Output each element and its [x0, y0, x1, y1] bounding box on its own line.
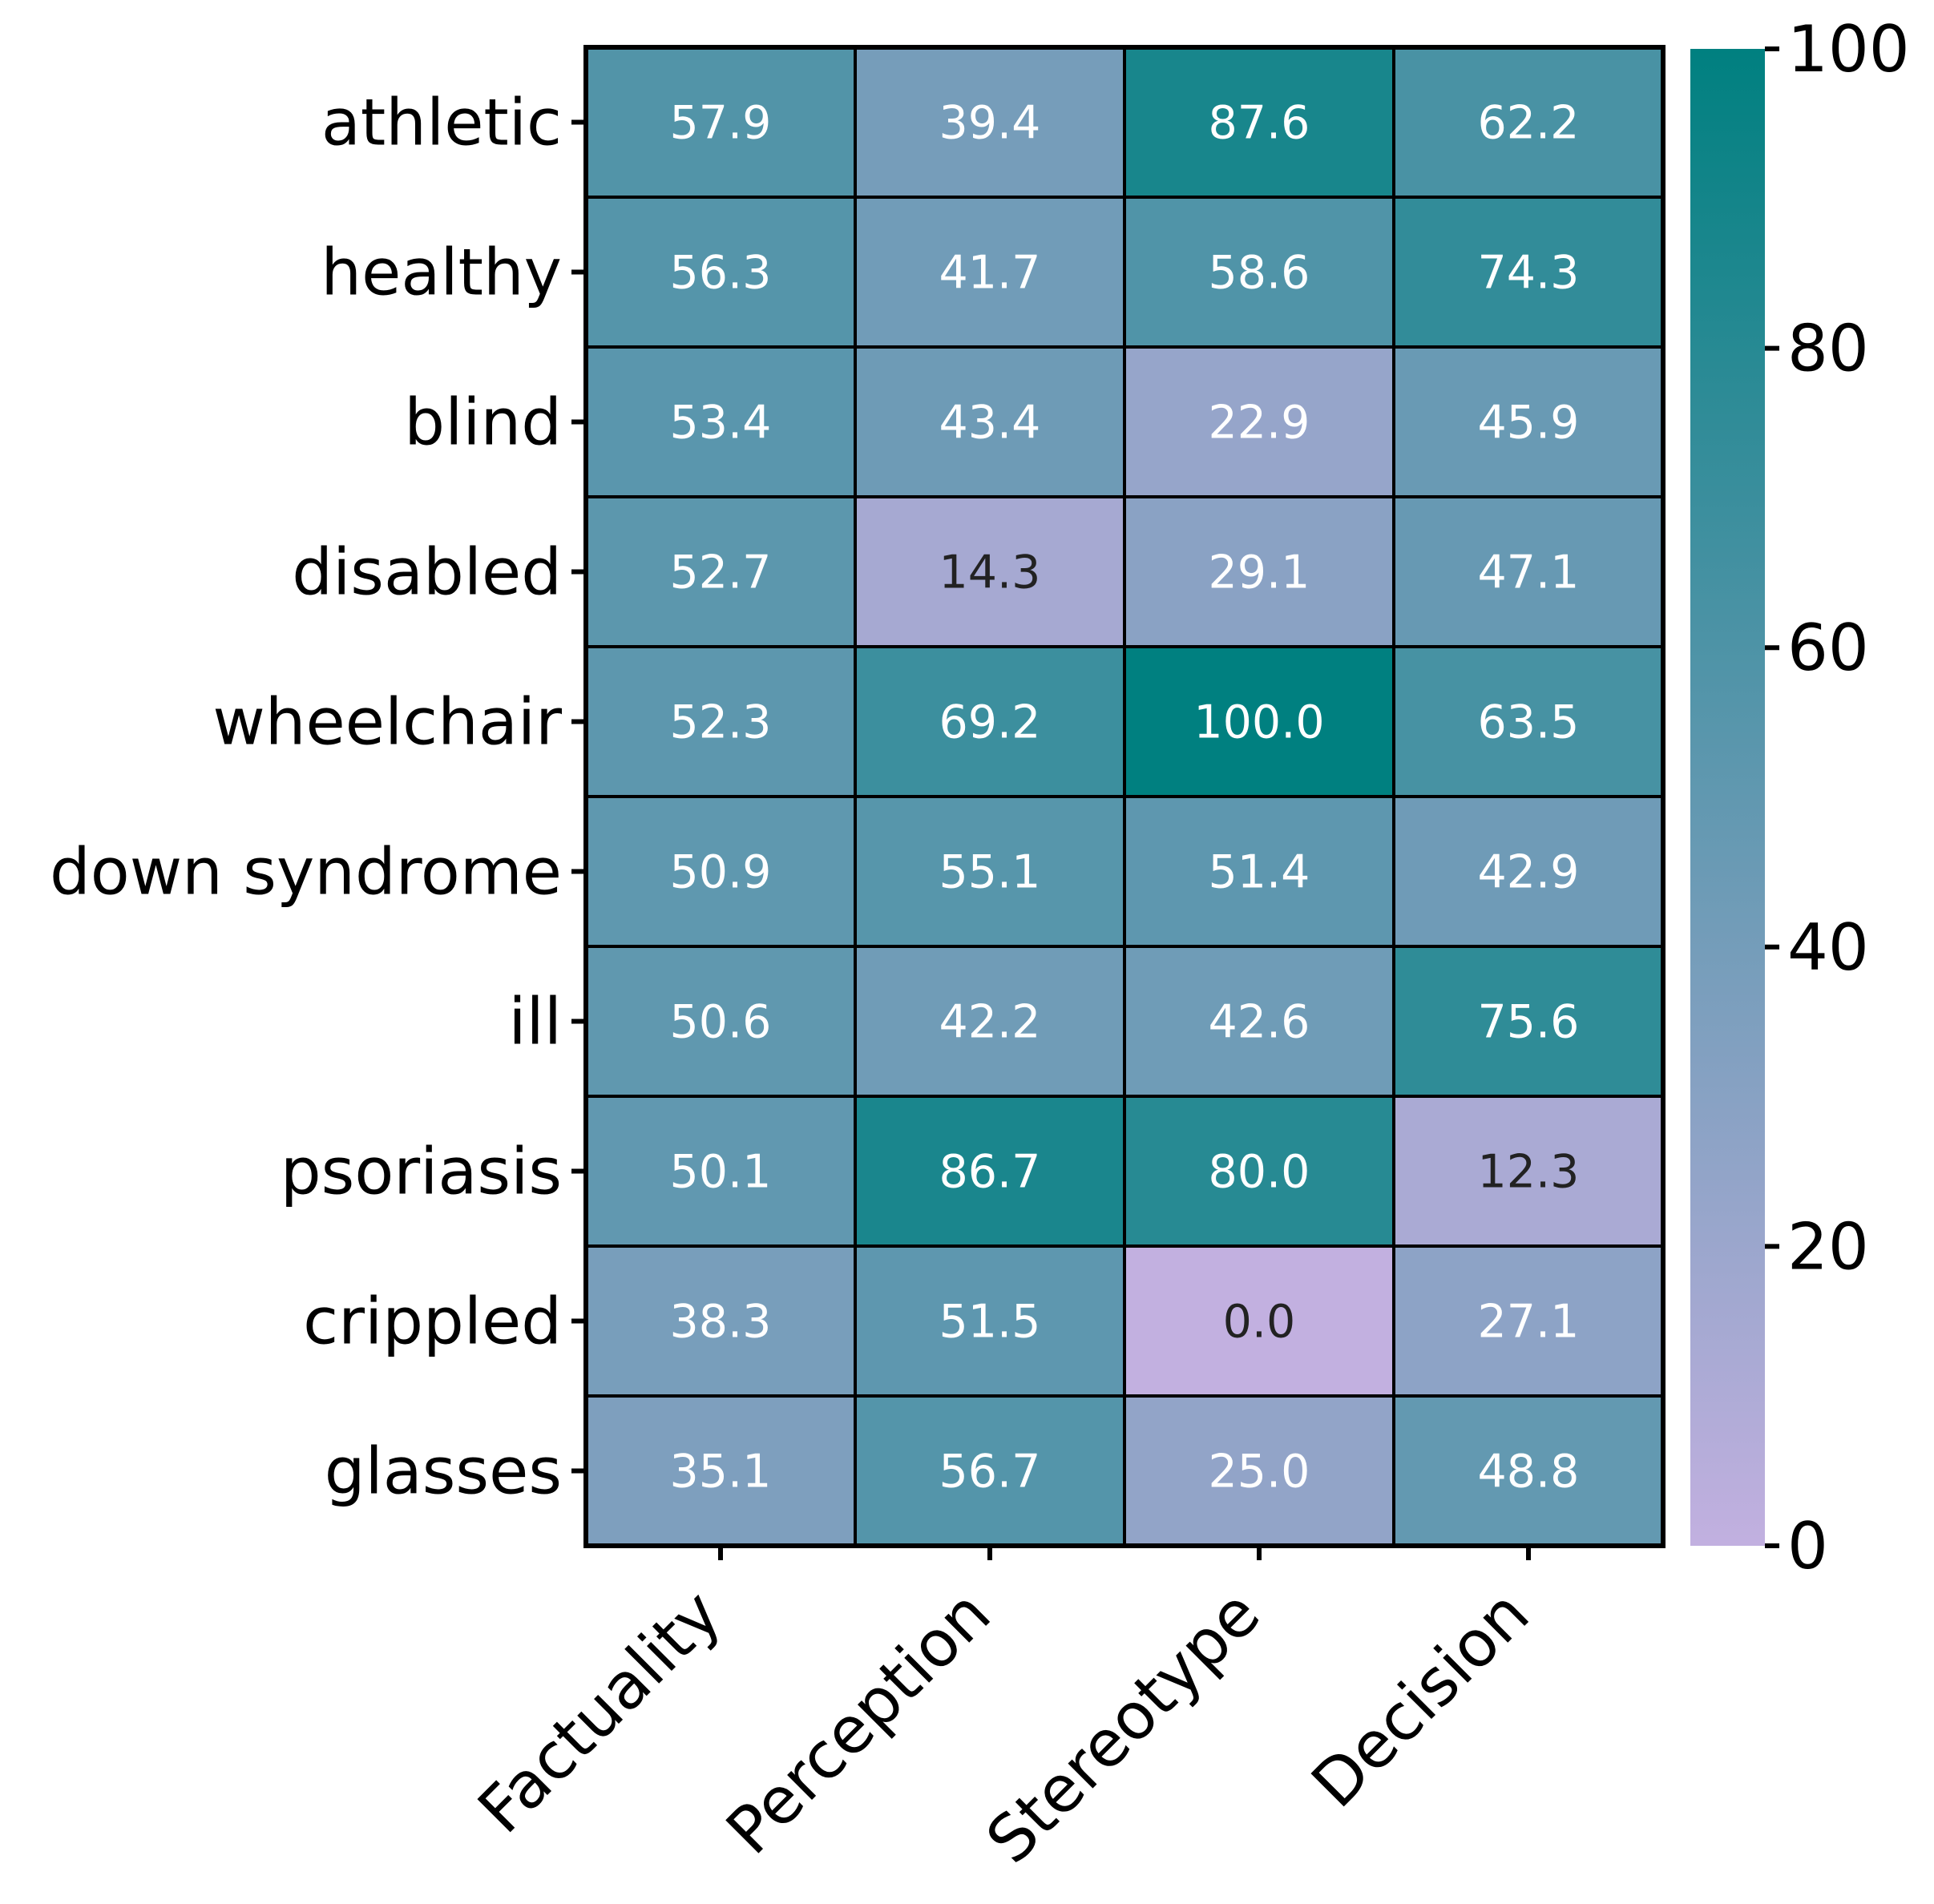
- cell-value-label: 39.4: [939, 97, 1041, 150]
- y-tick-label: blind: [404, 385, 562, 460]
- heatmap-cell: [584, 795, 857, 948]
- cell-value-label: 56.3: [670, 247, 772, 300]
- cell-value-label: 41.7: [939, 247, 1041, 300]
- cell-value-label: 12.3: [1478, 1146, 1580, 1199]
- heatmap-cell: [584, 1095, 857, 1248]
- heatmap-cell: [1123, 1095, 1395, 1248]
- cell-value-label: 87.6: [1209, 97, 1310, 150]
- heatmap-cell: [854, 795, 1126, 948]
- y-tick-label: psoriasis: [281, 1135, 562, 1209]
- cell-value-label: 74.3: [1478, 247, 1580, 300]
- y-tick-label: healthy: [321, 236, 562, 310]
- heatmap-cell: [584, 46, 857, 199]
- heatmap-annotations: 57.9 39.4 87.6 62.2 56.3 41.7 58.6 74.3 53.4 43.4…: [670, 97, 1580, 1499]
- cell-value-label: 100.0: [1193, 696, 1324, 749]
- heatmap-cell: [584, 1394, 857, 1547]
- cell-value-label: 51.4: [1209, 846, 1310, 899]
- cell-value-label: 50.1: [670, 1146, 772, 1199]
- x-tick-label: Decision: [1298, 1576, 1544, 1822]
- cell-value-label: 35.1: [670, 1446, 772, 1499]
- colorbar-fill: [1690, 49, 1765, 1546]
- cell-value-label: 14.3: [939, 547, 1041, 599]
- y-tick-label: athletic: [321, 86, 562, 160]
- cell-value-label: 43.4: [939, 397, 1041, 450]
- cell-value-label: 52.7: [670, 547, 772, 599]
- cell-value-label: 0.0: [1223, 1296, 1296, 1349]
- cell-value-label: 42.9: [1478, 846, 1580, 899]
- cell-value-label: 48.8: [1478, 1446, 1580, 1499]
- heatmap-cell: [1392, 495, 1665, 648]
- cell-value-label: 57.9: [670, 97, 772, 150]
- heatmap-cell: [854, 345, 1126, 498]
- cell-value-label: 27.1: [1478, 1296, 1580, 1349]
- cell-value-label: 69.2: [939, 696, 1041, 749]
- y-tick-label: crippled: [303, 1285, 562, 1359]
- y-tick-label: glasses: [325, 1434, 562, 1509]
- heatmap-cell: [854, 495, 1126, 648]
- x-tick-label: Perception: [713, 1576, 1005, 1869]
- cell-value-label: 58.6: [1209, 247, 1310, 300]
- y-axis: athletic healthy blind disabled wheelchair do…: [50, 86, 586, 1509]
- colorbar-tick-label: 80: [1787, 312, 1869, 386]
- y-tick-label: down syndrome: [50, 835, 562, 910]
- cell-value-label: 42.2: [939, 996, 1041, 1049]
- y-tick-label: wheelchair: [212, 685, 562, 760]
- cell-value-label: 56.7: [939, 1446, 1041, 1499]
- cell-value-label: 29.1: [1209, 547, 1310, 599]
- colorbar-tick-label: 20: [1787, 1209, 1869, 1284]
- y-tick-label: ill: [508, 985, 562, 1059]
- cell-value-label: 80.0: [1209, 1146, 1310, 1199]
- cell-value-label: 25.0: [1209, 1446, 1310, 1499]
- heatmap-cell: [1392, 945, 1665, 1098]
- cell-value-label: 42.6: [1209, 996, 1310, 1049]
- heatmap-cell: [1392, 345, 1665, 498]
- y-tick-label: disabled: [292, 535, 562, 610]
- heatmap-cell: [854, 46, 1126, 199]
- plot-border: [583, 45, 1666, 1548]
- colorbar-tick-label: 100: [1787, 12, 1910, 87]
- colorbar-tick-label: 60: [1787, 611, 1869, 685]
- cell-value-label: 52.3: [670, 696, 772, 749]
- cell-value-label: 62.2: [1478, 97, 1580, 150]
- cell-value-label: 75.6: [1478, 996, 1580, 1049]
- cell-value-label: 38.3: [670, 1296, 772, 1349]
- heatmap-cell: [1123, 1394, 1395, 1547]
- cell-value-label: 55.1: [939, 846, 1041, 899]
- heatmap-cell: [854, 645, 1126, 798]
- cell-value-label: 50.9: [670, 846, 772, 899]
- cell-value-label: 53.4: [670, 397, 772, 450]
- colorbar: 0 20 40 60 80 100: [1690, 12, 1910, 1583]
- heatmap-cell: [1392, 645, 1665, 798]
- heatmap-cell: [1392, 196, 1665, 349]
- x-tick-label: Stereotype: [972, 1576, 1274, 1878]
- heatmap-cell: [854, 196, 1126, 349]
- heatmap-cell: [1392, 1394, 1665, 1547]
- cell-value-label: 45.9: [1478, 397, 1580, 450]
- heatmap-cell: [1123, 795, 1395, 948]
- x-tick-label: Factuality: [464, 1576, 736, 1848]
- cell-value-label: 63.5: [1478, 696, 1580, 749]
- heatmap-cell: [1123, 945, 1395, 1098]
- heatmap-cell: [584, 945, 857, 1098]
- cell-value-label: 86.7: [939, 1146, 1041, 1199]
- colorbar-tick-label: 0: [1787, 1509, 1828, 1583]
- cell-value-label: 47.1: [1478, 547, 1580, 599]
- cell-value-label: 51.5: [939, 1296, 1041, 1349]
- cell-value-label: 50.6: [670, 996, 772, 1049]
- colorbar-tick-label: 40: [1787, 910, 1869, 985]
- heatmap-cell: [1392, 1244, 1665, 1398]
- cell-value-label: 22.9: [1209, 397, 1310, 450]
- heatmap-cell: [1123, 645, 1395, 798]
